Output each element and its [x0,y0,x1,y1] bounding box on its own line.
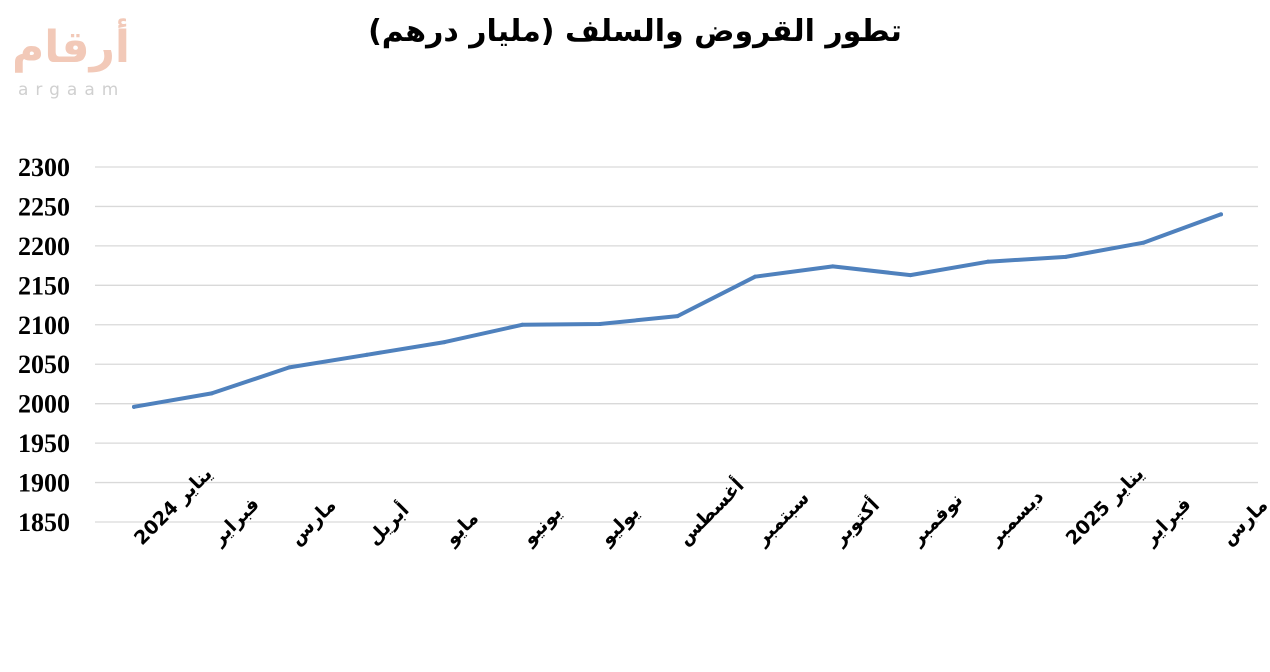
data-point [830,264,835,269]
x-tick-label: يناير 2025 [1062,463,1149,550]
data-point [1219,212,1223,217]
data-point [986,259,991,264]
series-lines [132,212,1223,409]
y-tick-label: 2250 [18,192,70,221]
data-point [132,404,136,409]
gridlines [95,166,1258,523]
data-point [364,352,369,357]
data-point [908,273,913,278]
y-tick-label: 2000 [18,390,70,419]
data-point [1141,240,1146,245]
x-tick-label: أبريل [361,498,413,550]
x-tick-label: يوليو [595,502,644,551]
x-tick-label: يونيو [517,502,566,551]
x-tick-label: أغسطس [672,473,749,550]
data-point [1063,254,1068,259]
data-point [287,365,292,370]
x-tick-label: يناير 2024 [130,463,217,550]
data-point [597,321,602,326]
x-tick-label: نوفمبر [906,489,967,550]
logo-latin-text: argaam [18,80,126,100]
y-tick-label: 2150 [18,271,70,300]
data-point [753,274,758,279]
series-line [132,212,1223,409]
x-tick-label: سبتمبر [750,487,813,550]
y-tick-label: 1900 [18,469,70,498]
argaam-logo: أرقام argaam [8,22,188,104]
y-tick-label: 1950 [18,429,70,458]
x-tick-label: ديسمبر [983,485,1048,550]
y-tick-label: 2100 [18,311,70,340]
data-point [520,322,525,327]
y-tick-label: 2200 [18,232,70,261]
y-tick-label: 2050 [18,350,70,379]
y-axis-tick-labels: 2300 2250 2200 2150 2100 2050 2000 1950 1900 1850 [18,153,70,537]
y-tick-label: 1850 [18,508,70,537]
y-tick-label: 2300 [18,153,70,182]
logo-arabic-text: أرقام [12,22,130,73]
chart-title: تطور القروض والسلف (مليار درهم) [368,14,902,49]
data-point [675,314,680,319]
data-point [442,340,447,345]
data-point [209,391,214,396]
x-tick-label: مايو [440,507,483,550]
